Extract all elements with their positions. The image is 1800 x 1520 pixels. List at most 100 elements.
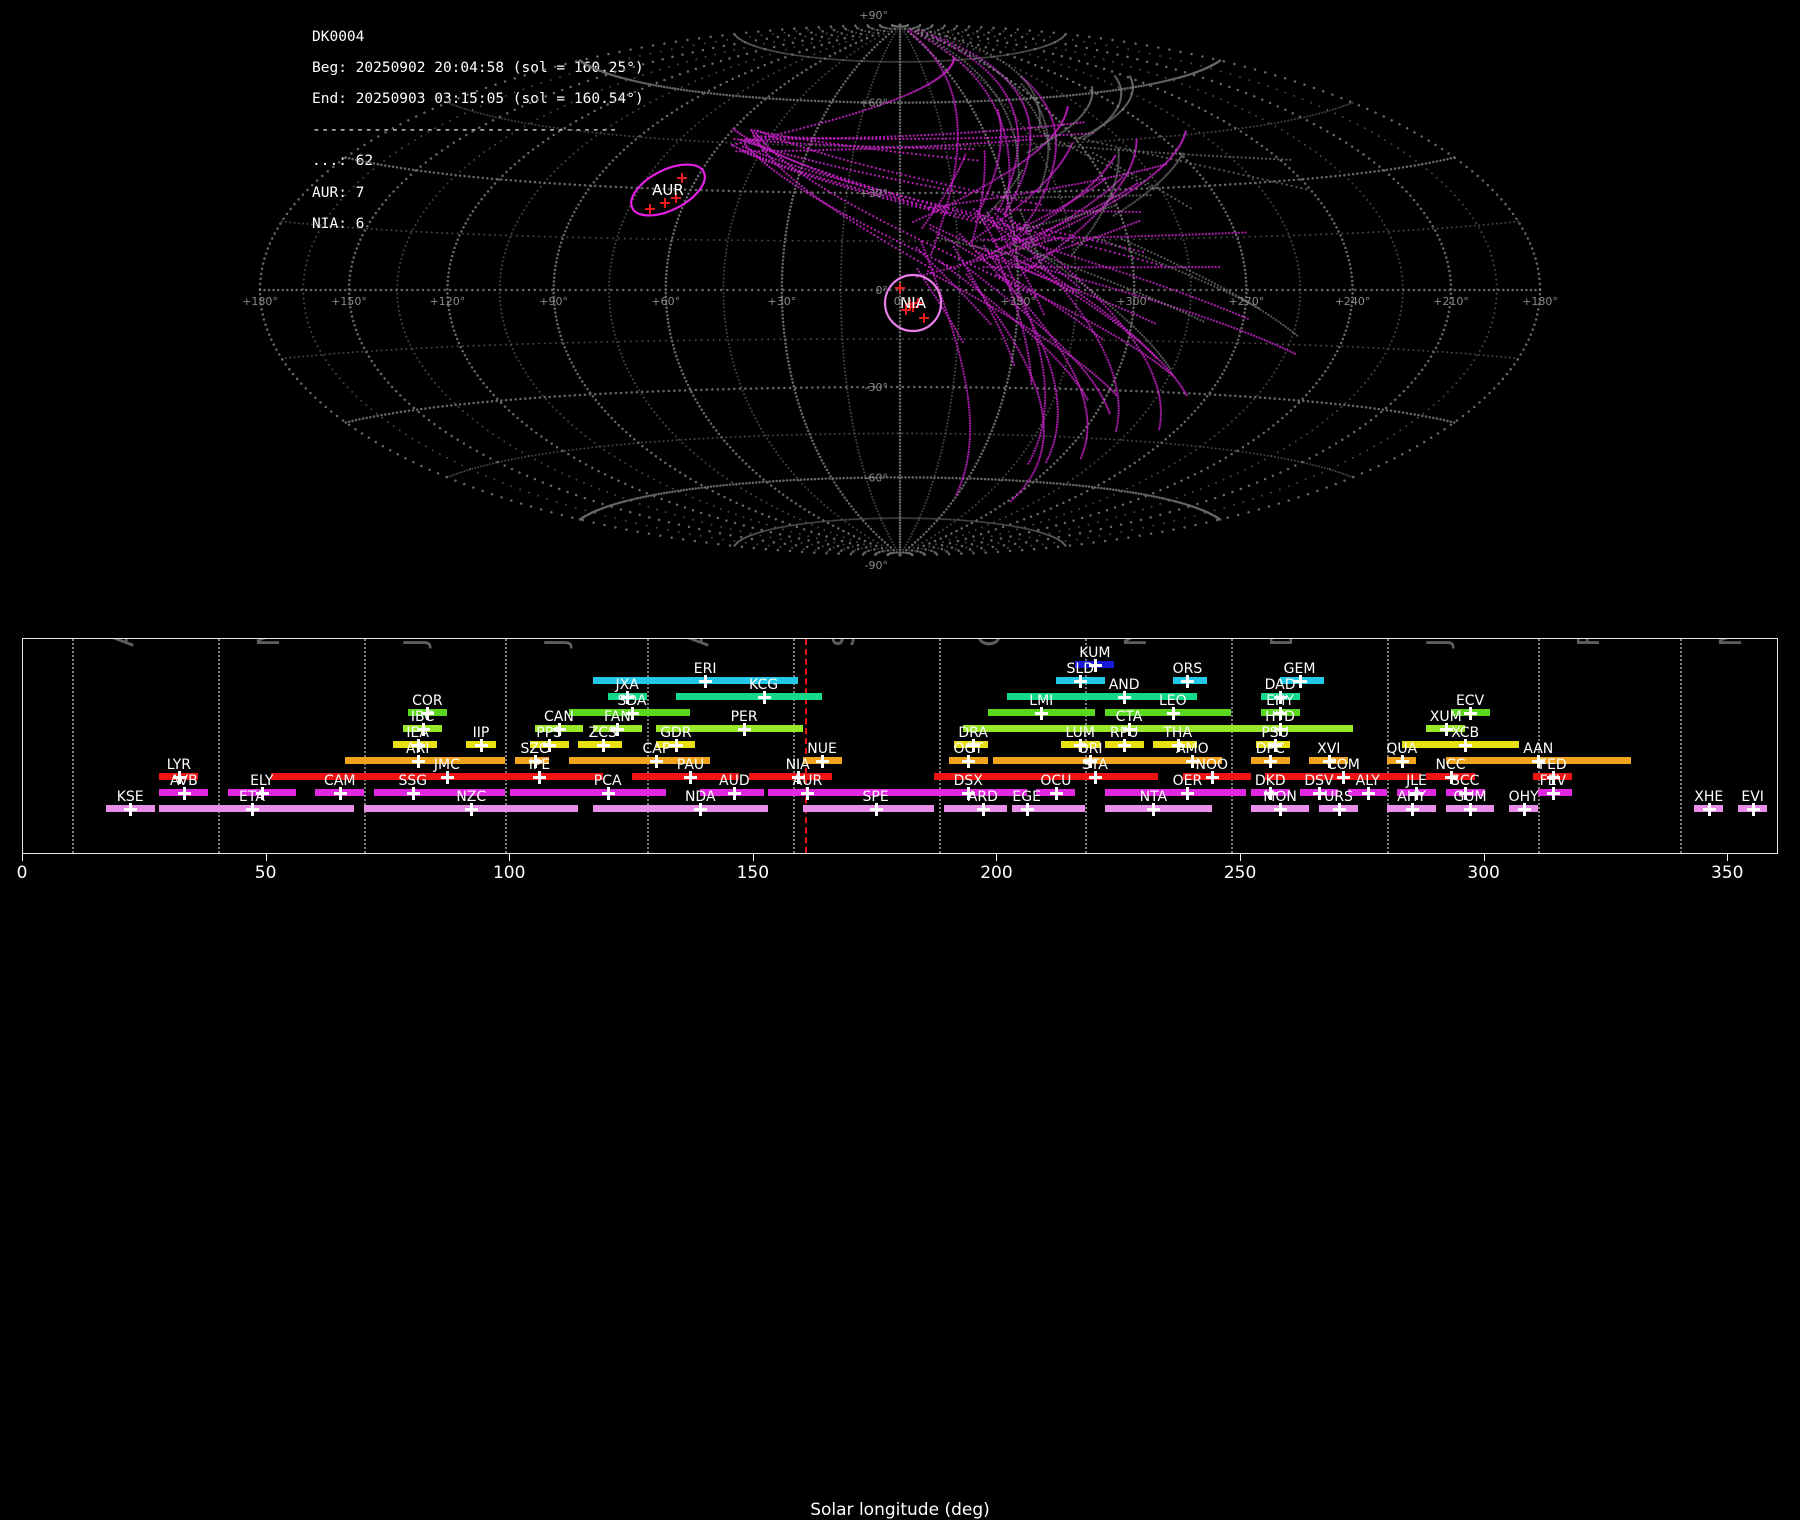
month-divider	[505, 639, 508, 853]
shower-peak-marker	[757, 691, 771, 704]
shower-peak-marker	[1464, 707, 1478, 720]
count-aur-value: 7	[355, 184, 365, 201]
month-label: OCT	[973, 639, 1008, 647]
month-divider	[1387, 639, 1390, 853]
month-divider	[792, 639, 795, 853]
shower-peak-marker	[1546, 787, 1560, 800]
shower-bar[interactable]	[271, 773, 579, 780]
month-divider	[1538, 639, 1541, 853]
session-id: DK0004	[312, 28, 365, 45]
shower-peak-marker	[626, 707, 640, 720]
shower-bar[interactable]	[802, 805, 935, 812]
x-axis-tick-label: 300	[1467, 863, 1500, 883]
month-divider	[364, 639, 367, 853]
shower-code-label: NCC	[1435, 757, 1466, 773]
shower-peak-marker	[1147, 803, 1161, 816]
shower-code-label: ARI	[405, 741, 430, 757]
shower-code-label: FAN	[603, 709, 631, 725]
x-axis-tick-label: 100	[492, 863, 526, 883]
shower-peak-marker	[1464, 803, 1478, 816]
dec-tick-label: +60°	[859, 97, 888, 110]
shower-code-label: SPE	[862, 789, 889, 805]
shower-code-label: IBC	[410, 709, 435, 725]
shower-code-label: MON	[1263, 789, 1297, 805]
shower-peak-marker	[1702, 803, 1716, 816]
shower-code-label: NDA	[684, 789, 716, 805]
dec-tick-label: -30°	[865, 381, 888, 394]
sky-map-panel[interactable]: AUR NIA +90° +60° +30° 0° -30° -60° -90° +180° +15…	[0, 0, 1800, 630]
count-aur-label: AUR:	[312, 184, 347, 201]
session-begin: Beg: 20250902 20:04:58 (sol = 160.25°)	[312, 59, 644, 76]
shower-code-label: ERI	[693, 661, 717, 677]
shower-peak-marker	[1264, 755, 1278, 768]
shower-bar[interactable]	[656, 725, 803, 732]
shower-code-label: CTA	[1115, 709, 1143, 725]
shower-code-label: KCG	[749, 677, 779, 693]
shower-bar[interactable]	[568, 757, 710, 764]
x-axis-tick-label: 0	[16, 863, 28, 883]
shower-code-label: KSE	[116, 789, 144, 805]
shower-code-label: OCT	[953, 741, 983, 757]
shower-bar[interactable]	[1007, 693, 1198, 700]
dec-tick-label: -90°	[865, 559, 888, 572]
shower-code-label: LYR	[166, 757, 192, 773]
shower-code-label: ZCS	[588, 725, 617, 741]
shower-code-label: FED	[1539, 757, 1567, 773]
month-label: FEB	[1572, 639, 1607, 647]
shower-peak-marker	[1405, 803, 1419, 816]
month-label: AUG	[681, 639, 716, 647]
shower-bar[interactable]	[593, 805, 769, 812]
shower-bar[interactable]	[963, 725, 1207, 732]
shower-peak-marker	[669, 739, 683, 752]
count-sporadic-value: 62	[355, 153, 374, 170]
shower-bar[interactable]	[675, 693, 823, 700]
shower-code-label: URS	[1324, 789, 1353, 805]
shower-peak-marker	[1293, 675, 1307, 688]
dec-tick-label: 0°	[876, 284, 889, 297]
shower-bar[interactable]	[943, 805, 1008, 812]
lon-tick-label: +150°	[331, 295, 367, 308]
shower-bar[interactable]	[510, 773, 603, 780]
shower-bar[interactable]	[1104, 789, 1246, 796]
shower-bar[interactable]	[373, 789, 506, 796]
shower-peak-marker	[177, 787, 191, 800]
shower-peak-marker	[406, 787, 420, 800]
shower-bar[interactable]	[1012, 805, 1086, 812]
x-axis-tick-label: 150	[736, 863, 770, 883]
shower-code-label: EHY	[1266, 693, 1294, 709]
shower-peak-marker	[1322, 755, 1336, 768]
shower-peak-marker	[1395, 755, 1409, 768]
shower-peak-marker	[1074, 739, 1088, 752]
shower-peak-marker	[962, 787, 976, 800]
shower-peak-marker	[601, 787, 615, 800]
shower-code-label: CAN	[544, 709, 574, 725]
shower-code-label: NTA	[1139, 789, 1168, 805]
shower-bar[interactable]	[768, 789, 930, 796]
month-label: NOV	[1119, 639, 1154, 647]
shower-code-label: SDA	[617, 693, 647, 709]
session-info-panel: DK0004 Beg: 20250902 20:04:58 (sol = 160…	[312, 14, 644, 248]
shower-bar[interactable]	[593, 677, 798, 684]
shower-code-label: JLE	[1406, 773, 1427, 789]
shower-peak-marker	[1035, 707, 1049, 720]
shower-code-label: FEV	[1539, 773, 1567, 789]
shower-peak-marker	[440, 771, 454, 784]
shower-activity-timeline[interactable]: APR MAY JUN JUL AUG SEP OCT NOV DEC JAN FEB MAR KUM E…	[0, 630, 1800, 1520]
shower-bar[interactable]	[510, 789, 667, 796]
month-divider	[938, 639, 941, 853]
dec-tick-label: +90°	[859, 9, 888, 22]
shower-peak-marker	[528, 755, 542, 768]
shower-bar[interactable]	[344, 757, 506, 764]
shower-bar[interactable]	[1167, 725, 1354, 732]
shower-peak-marker	[172, 771, 186, 784]
shower-peak-marker	[1084, 755, 1098, 768]
shower-bar[interactable]	[748, 773, 832, 780]
month-divider	[646, 639, 649, 853]
x-axis-tick	[509, 854, 511, 861]
month-label: JAN	[1421, 639, 1456, 647]
lon-tick-label: +90°	[539, 295, 568, 308]
shower-bar[interactable]	[934, 773, 1159, 780]
shower-peak-marker	[596, 739, 610, 752]
shower-peak-marker	[1269, 739, 1283, 752]
shower-peak-marker	[1171, 739, 1185, 752]
